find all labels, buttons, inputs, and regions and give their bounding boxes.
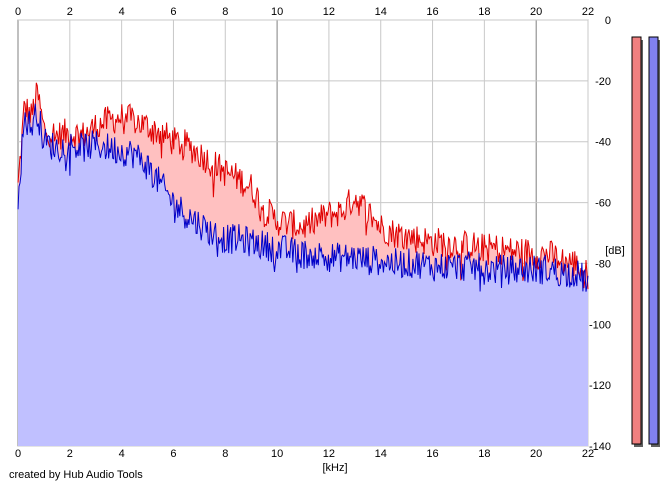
x-tick-label-bottom: 12 bbox=[323, 448, 335, 460]
x-tick-labels-top: 0 2 4 6 8 10 12 14 16 18 20 22 bbox=[15, 6, 594, 18]
area-series-2 bbox=[18, 103, 588, 446]
line-series-2 bbox=[17, 103, 589, 292]
y-axis-label: [dB] bbox=[605, 245, 625, 257]
x-tick-label-top: 10 bbox=[271, 6, 283, 18]
x-tick-label-bottom: 4 bbox=[119, 448, 125, 460]
level-meter-1 bbox=[631, 36, 642, 445]
spectrum-lines bbox=[17, 82, 589, 292]
x-tick-label-top: 8 bbox=[222, 6, 228, 18]
x-tick-label-bottom: 2 bbox=[67, 448, 73, 460]
x-tick-label-top: 0 bbox=[15, 6, 21, 18]
x-tick-label-top: 6 bbox=[170, 6, 176, 18]
x-tick-label-top: 22 bbox=[582, 6, 594, 18]
x-tick-label-bottom: 14 bbox=[375, 448, 387, 460]
y-tick-label: -40 bbox=[595, 137, 611, 149]
x-tick-label-top: 20 bbox=[530, 6, 542, 18]
y-tick-label: -100 bbox=[589, 319, 611, 331]
y-tick-label: -80 bbox=[595, 258, 611, 270]
x-tick-label-bottom: 22 bbox=[582, 448, 594, 460]
x-tick-label-top: 12 bbox=[323, 6, 335, 18]
footer-credit: created by Hub Audio Tools bbox=[9, 469, 143, 481]
x-tick-label-top: 4 bbox=[119, 6, 125, 18]
level-meters bbox=[631, 36, 660, 447]
y-tick-label: 0 bbox=[605, 15, 611, 27]
x-tick-label-bottom: 8 bbox=[222, 448, 228, 460]
y-tick-label: -140 bbox=[589, 441, 611, 453]
x-tick-label-top: 18 bbox=[478, 6, 490, 18]
line-series-1 bbox=[17, 82, 589, 290]
x-tick-label-bottom: 0 bbox=[15, 448, 21, 460]
x-tick-label-top: 14 bbox=[375, 6, 387, 18]
x-tick-labels-bottom: 0 2 4 6 8 10 12 14 16 18 20 22 bbox=[15, 448, 594, 460]
y-tick-labels: 0 -20 -40 -60 -80 -100 -120 -140 bbox=[589, 15, 611, 453]
level-meter-2 bbox=[648, 36, 659, 445]
x-axis-label: [kHz] bbox=[322, 462, 347, 474]
x-tick-label-bottom: 16 bbox=[426, 448, 438, 460]
x-tick-label-bottom: 20 bbox=[530, 448, 542, 460]
y-tick-label: -60 bbox=[595, 198, 611, 210]
x-tick-label-bottom: 18 bbox=[478, 448, 490, 460]
y-tick-label: -120 bbox=[589, 380, 611, 392]
y-tick-label: -20 bbox=[595, 76, 611, 88]
x-tick-label-bottom: 10 bbox=[271, 448, 283, 460]
x-tick-label-bottom: 6 bbox=[170, 448, 176, 460]
spectrum-areas bbox=[18, 82, 588, 447]
x-tick-label-top: 16 bbox=[426, 6, 438, 18]
x-tick-label-top: 2 bbox=[67, 6, 73, 18]
